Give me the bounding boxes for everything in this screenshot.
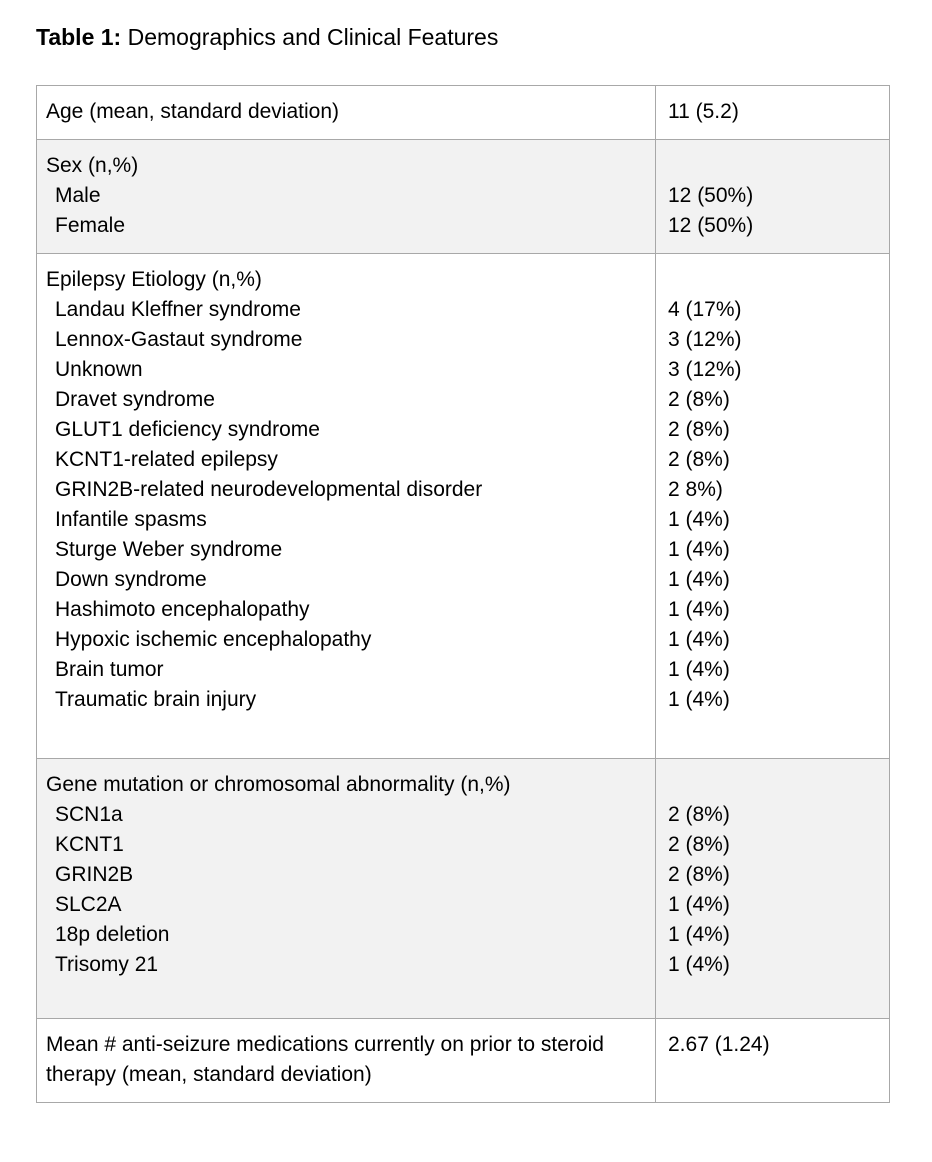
table-section-row: Gene mutation or chromosomal abnormality…	[36, 758, 890, 1019]
row-value: 4 (17%)	[668, 298, 742, 321]
demographics-table: Age (mean, standard deviation) 11 (5.2) Se…	[36, 85, 890, 1103]
row-value: 1 (4%)	[668, 598, 730, 621]
row-label: SLC2A	[55, 893, 122, 916]
row-label: Down syndrome	[55, 568, 207, 591]
row-value	[668, 151, 879, 181]
row-label: Trisomy 21	[55, 953, 159, 976]
table-title-text: Demographics and Clinical Features	[127, 24, 499, 50]
row-value: 2 (8%)	[668, 833, 730, 856]
row-value: 12 (50%)	[668, 214, 754, 237]
row-label: GRIN2B-related neurodevelopmental disord…	[55, 478, 483, 501]
row-value: 1 (4%)	[668, 628, 730, 651]
value-cell: 4 (17%) 3 (12%) 3 (12%) 2 (8%) 2 (8%) 2 (8%) 2…	[655, 253, 890, 759]
row-value: 2 (8%)	[668, 418, 730, 441]
row-label: Male	[55, 184, 101, 207]
table-title: Table 1: Demographics and Clinical Featu…	[36, 22, 932, 52]
row-label: Lennox-Gastaut syndrome	[55, 328, 303, 351]
row-value: 3 (12%)	[668, 358, 742, 381]
row-label: KCNT1-related epilepsy	[55, 448, 278, 471]
value-cell: 11 (5.2)	[655, 85, 890, 140]
row-label: SCN1a	[55, 803, 123, 826]
row-value: 2.67 (1.24)	[668, 1033, 770, 1056]
row-label: GRIN2B	[55, 863, 134, 886]
row-value: 1 (4%)	[668, 568, 730, 591]
row-label: Infantile spasms	[55, 508, 207, 531]
row-value: 3 (12%)	[668, 328, 742, 351]
row-label: Gene mutation or chromosomal abnormality…	[46, 773, 511, 796]
row-label: Epilepsy Etiology (n,%)	[46, 268, 262, 291]
row-label: Dravet syndrome	[55, 388, 215, 411]
table-section-row: Epilepsy Etiology (n,%) Landau Kleffner s…	[36, 253, 890, 759]
row-value: 1 (4%)	[668, 508, 730, 531]
row-value: 1 (4%)	[668, 953, 730, 976]
table-title-label: Table 1:	[36, 24, 122, 50]
table-section-row: Sex (n,%) Male Female 12 (50%) 12 (50%)	[36, 139, 890, 254]
row-value: 2 (8%)	[668, 448, 730, 471]
row-label: GLUT1 deficiency syndrome	[55, 418, 320, 441]
row-value	[668, 770, 879, 800]
row-label: Age (mean, standard deviation)	[46, 100, 340, 123]
characteristic-cell: Gene mutation or chromosomal abnormality…	[36, 758, 656, 1019]
row-value: 1 (4%)	[668, 538, 730, 561]
row-value: 1 (4%)	[668, 923, 730, 946]
row-label: Traumatic brain injury	[55, 688, 257, 711]
row-label: 18p deletion	[55, 923, 170, 946]
row-value: 2 (8%)	[668, 803, 730, 826]
row-label: Sturge Weber syndrome	[55, 538, 283, 561]
row-value: 1 (4%)	[668, 688, 730, 711]
row-label: Brain tumor	[55, 658, 164, 681]
row-label: Female	[55, 214, 126, 237]
table-section-row: Age (mean, standard deviation) 11 (5.2)	[36, 85, 890, 140]
row-value: 2 8%)	[668, 478, 723, 501]
value-cell: 2 (8%) 2 (8%) 2 (8%) 1 (4%) 1 (4%) 1 (4%)	[655, 758, 890, 1019]
row-value: 12 (50%)	[668, 184, 754, 207]
row-label: Landau Kleffner syndrome	[55, 298, 301, 321]
row-label: Hypoxic ischemic encephalopathy	[55, 628, 372, 651]
row-label: Unknown	[55, 358, 143, 381]
value-cell: 2.67 (1.24)	[655, 1018, 890, 1103]
row-value: 11 (5.2)	[668, 100, 739, 123]
row-value: 1 (4%)	[668, 893, 730, 916]
row-value	[668, 265, 879, 295]
row-value: 2 (8%)	[668, 863, 730, 886]
row-label: Mean # anti-seizure medications currentl…	[46, 1033, 604, 1086]
characteristic-cell: Epilepsy Etiology (n,%) Landau Kleffner s…	[36, 253, 656, 759]
row-label: KCNT1	[55, 833, 124, 856]
characteristic-cell: Sex (n,%) Male Female	[36, 139, 656, 254]
row-value: 1 (4%)	[668, 658, 730, 681]
value-cell: 12 (50%) 12 (50%)	[655, 139, 890, 254]
characteristic-cell: Age (mean, standard deviation)	[36, 85, 656, 140]
table-section-row: Mean # anti-seizure medications currentl…	[36, 1018, 890, 1103]
row-label: Sex (n,%)	[46, 154, 139, 177]
characteristic-cell: Mean # anti-seizure medications currentl…	[36, 1018, 656, 1103]
page: Table 1: Demographics and Clinical Featu…	[0, 22, 932, 1162]
row-label: Hashimoto encephalopathy	[55, 598, 310, 621]
row-value: 2 (8%)	[668, 388, 730, 411]
